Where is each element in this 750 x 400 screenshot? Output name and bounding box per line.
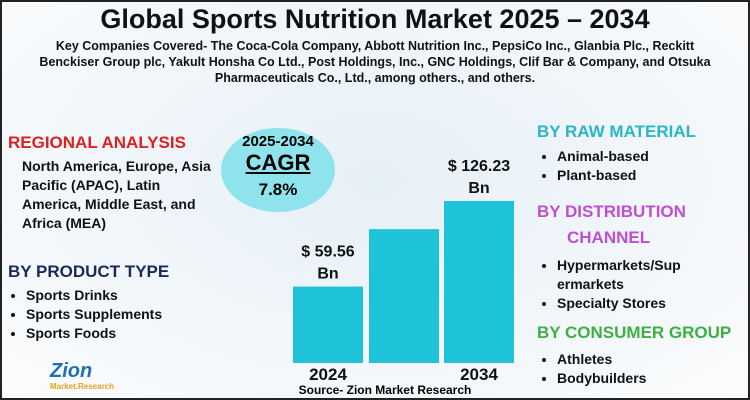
cagr-label: CAGR (245, 150, 311, 175)
x-tick-label: 2024 (309, 365, 347, 384)
list: Animal-based Plant-based (537, 147, 649, 185)
list-item: Bodybuilders (557, 369, 646, 388)
section-heading: BY CONSUMER GROUP (537, 323, 732, 342)
cagr-bubble (221, 128, 335, 212)
value-label: $ 126.23 Bn (448, 158, 510, 197)
bar (369, 229, 439, 363)
list-item: Hypermarkets/Sup ermarkets (557, 256, 737, 294)
section-heading: BY RAW MATERIAL (537, 122, 696, 141)
list: Hypermarkets/Sup ermarkets Specialty Sto… (537, 256, 737, 313)
x-tick-label: 2034 (460, 365, 498, 384)
list-item: Plant-based (557, 166, 649, 185)
list-item: Specialty Stores (557, 294, 737, 313)
section-heading: BY PRODUCT TYPE (8, 262, 170, 281)
list: Sports Drinks Sports Supplements Sports … (6, 286, 162, 343)
logo: Zion (50, 360, 93, 382)
list: Athletes Bodybuilders (537, 350, 646, 388)
cagr-value: 7.8% (258, 180, 298, 199)
section-heading: BY DISTRIBUTION (537, 202, 686, 221)
section-heading: CHANNEL (567, 228, 651, 247)
list-item: Sports Drinks (26, 286, 162, 305)
region-text: North America, Europe, Asia Pacific (APA… (22, 158, 211, 231)
list-item: Animal-based (557, 147, 649, 166)
section-heading: REGIONAL ANALYSIS (8, 133, 186, 152)
source: Source- Zion Market Research (298, 383, 472, 397)
list-item: Sports Foods (26, 324, 162, 343)
bar (293, 286, 363, 363)
list-item: Sports Supplements (26, 305, 162, 324)
cagr-period: 2025-2034 (242, 133, 314, 150)
subtitle: Key Companies Covered- The Coca-Cola Com… (39, 39, 711, 85)
title: Global Sports Nutrition Market 2025 – 20… (100, 4, 650, 34)
logo-sub: Market.Research (50, 382, 115, 391)
value-label: $ 59.56 Bn (301, 244, 354, 283)
bar (444, 201, 514, 363)
list-item: Athletes (557, 350, 646, 369)
